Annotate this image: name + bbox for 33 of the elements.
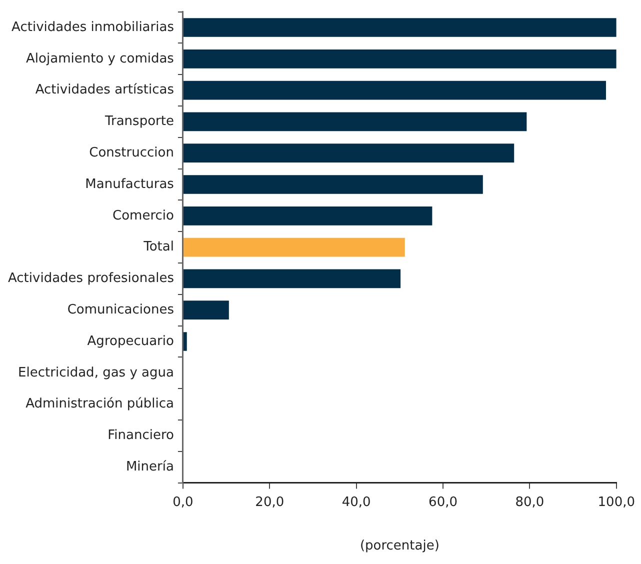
y-tick-label: Comercio — [112, 208, 174, 224]
y-tick-label: Manufacturas — [85, 176, 174, 192]
y-tick-label: Construccion — [89, 145, 174, 160]
bar — [183, 175, 483, 194]
y-tick-label: Comunicaciones — [67, 302, 174, 318]
y-tick-label: Administración pública — [26, 396, 174, 412]
y-tick-label: Total — [142, 240, 174, 255]
bar — [183, 18, 616, 37]
x-tick-label: 0,0 — [172, 494, 194, 510]
y-tick-label: Minería — [126, 459, 174, 474]
x-tick-label: 20,0 — [255, 494, 284, 510]
bar — [183, 80, 606, 100]
bar — [183, 112, 527, 132]
bar — [183, 300, 229, 320]
y-tick-label: Alojamiento y comidas — [26, 51, 174, 66]
y-tick-label: Actividades profesionales — [8, 271, 174, 286]
x-tick-label: 40,0 — [342, 494, 371, 510]
x-tick-label: 100,0 — [598, 494, 635, 510]
x-tick-label: 60,0 — [428, 494, 458, 510]
y-tick-label: Transporte — [104, 114, 174, 130]
bar — [183, 332, 187, 351]
y-tick-label: Financiero — [108, 428, 174, 444]
bar — [183, 238, 405, 257]
y-tick-label: Agropecuario — [87, 334, 174, 349]
y-tick-label: Electricidad, gas y agua — [18, 365, 174, 380]
bar — [183, 206, 432, 226]
bar — [183, 269, 401, 288]
bar — [183, 144, 514, 163]
y-tick-label: Actividades artísticas — [35, 82, 174, 98]
y-tick-label: Actividades inmobiliarias — [12, 20, 174, 35]
x-tick-label: 80,0 — [515, 494, 544, 510]
bar — [183, 49, 616, 68]
x-axis-title: (porcentaje) — [360, 538, 440, 554]
